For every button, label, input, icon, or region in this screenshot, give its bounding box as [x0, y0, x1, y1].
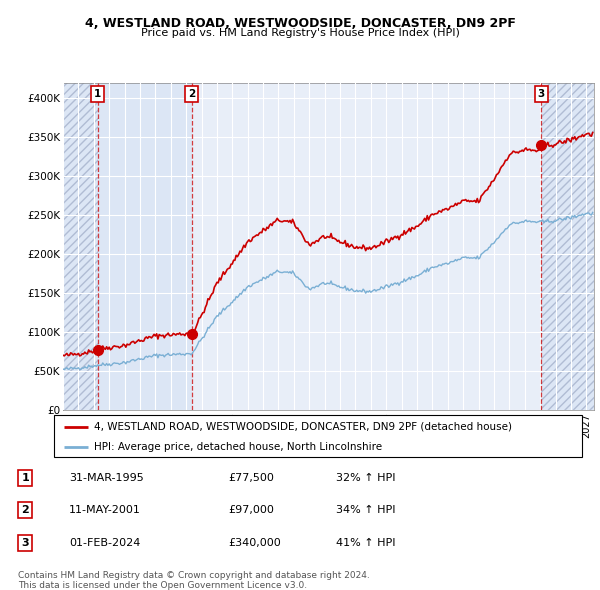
Text: 32% ↑ HPI: 32% ↑ HPI — [336, 473, 395, 483]
Text: 4, WESTLAND ROAD, WESTWOODSIDE, DONCASTER, DN9 2PF (detached house): 4, WESTLAND ROAD, WESTWOODSIDE, DONCASTE… — [94, 422, 512, 432]
Text: £97,000: £97,000 — [228, 506, 274, 515]
Text: HPI: Average price, detached house, North Lincolnshire: HPI: Average price, detached house, Nort… — [94, 442, 382, 451]
Text: 01-FEB-2024: 01-FEB-2024 — [69, 538, 140, 548]
Text: 1: 1 — [94, 89, 101, 99]
Text: 1: 1 — [22, 473, 29, 483]
Bar — [63, 83, 98, 410]
Text: This data is licensed under the Open Government Licence v3.0.: This data is licensed under the Open Gov… — [18, 581, 307, 590]
Text: 3: 3 — [538, 89, 545, 99]
Text: 3: 3 — [22, 538, 29, 548]
Text: 41% ↑ HPI: 41% ↑ HPI — [336, 538, 395, 548]
Text: £77,500: £77,500 — [228, 473, 274, 483]
Text: Contains HM Land Registry data © Crown copyright and database right 2024.: Contains HM Land Registry data © Crown c… — [18, 571, 370, 580]
Text: £340,000: £340,000 — [228, 538, 281, 548]
Text: 34% ↑ HPI: 34% ↑ HPI — [336, 506, 395, 515]
Text: 11-MAY-2001: 11-MAY-2001 — [69, 506, 141, 515]
Text: 4, WESTLAND ROAD, WESTWOODSIDE, DONCASTER, DN9 2PF: 4, WESTLAND ROAD, WESTWOODSIDE, DONCASTE… — [85, 17, 515, 30]
Bar — [98, 83, 192, 410]
Text: 2: 2 — [22, 506, 29, 515]
Bar — [63, 83, 98, 410]
Bar — [541, 83, 594, 410]
Text: Price paid vs. HM Land Registry's House Price Index (HPI): Price paid vs. HM Land Registry's House … — [140, 28, 460, 38]
Text: 2: 2 — [188, 89, 196, 99]
Text: 31-MAR-1995: 31-MAR-1995 — [69, 473, 144, 483]
FancyBboxPatch shape — [54, 415, 582, 457]
Bar — [541, 83, 594, 410]
